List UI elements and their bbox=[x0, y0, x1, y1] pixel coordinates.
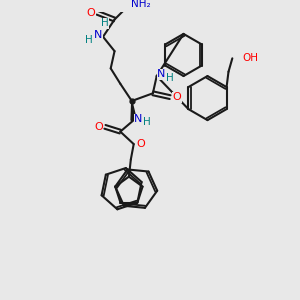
Text: OH: OH bbox=[242, 53, 258, 63]
Text: O: O bbox=[86, 8, 95, 18]
Text: O: O bbox=[172, 92, 181, 102]
Text: H: H bbox=[143, 117, 151, 127]
Polygon shape bbox=[131, 101, 136, 120]
Text: H: H bbox=[166, 73, 174, 83]
Text: H: H bbox=[101, 18, 109, 28]
Text: N: N bbox=[134, 114, 143, 124]
Text: O: O bbox=[94, 122, 103, 132]
Text: H: H bbox=[85, 34, 93, 45]
Text: N: N bbox=[94, 30, 102, 40]
Text: NH₂: NH₂ bbox=[131, 0, 151, 9]
Text: N: N bbox=[157, 69, 166, 79]
Text: O: O bbox=[136, 139, 145, 149]
